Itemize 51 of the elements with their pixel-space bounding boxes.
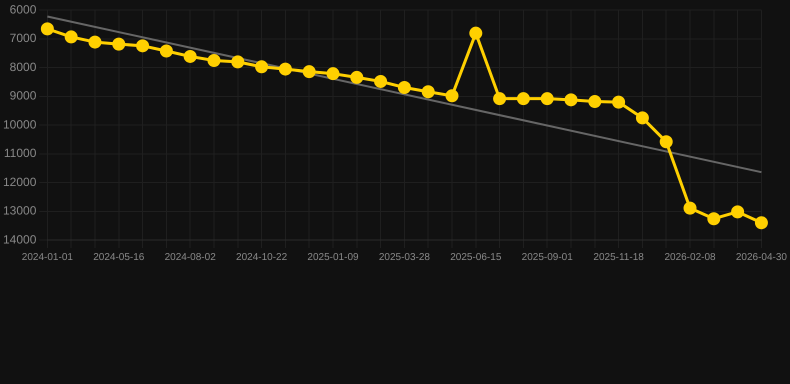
x-tick-label: 2025-01-09 [307,252,360,263]
point [326,67,340,80]
point [564,93,578,106]
point [754,216,768,230]
y-tick-label: 12000 [2,174,37,189]
y-tick-label: 10000 [2,117,37,132]
point [231,55,244,68]
point [184,50,197,63]
x-tick-label: 2024-05-16 [93,252,145,263]
point [136,39,150,52]
point [350,70,364,84]
x-tick-label: 2025-09-01 [522,252,574,263]
x-tick-label: 2026-02-08 [664,252,716,263]
point [612,96,626,109]
point [731,205,744,218]
point [255,60,268,74]
point [707,212,720,226]
point [636,111,649,124]
point [160,44,173,58]
point [88,36,102,49]
y-tick-label: 13000 [2,204,37,218]
x-tick-label: 2025-06-15 [450,252,502,263]
y-tick-label: 7000 [10,31,37,46]
x-tick-label: 2024-10-22 [236,252,288,263]
y-tick-label: 8000 [10,60,37,74]
point [660,135,673,148]
point [64,30,78,44]
point [422,85,435,98]
point [374,74,388,88]
y-tick-label: 6000 [10,2,37,17]
point [398,80,411,94]
point [684,202,697,215]
point [446,89,458,102]
x-tick-label: 2024-01-01 [22,252,74,263]
x-tick-label: 2025-03-28 [378,252,430,263]
point [207,54,220,67]
y-tick-label: 9000 [10,88,37,103]
point [516,92,530,106]
point [40,22,54,36]
point [112,38,126,51]
y-tick-label: 11000 [4,146,37,160]
x-tick-label: 2026-04-30 [736,252,788,263]
point [540,92,554,106]
point [469,26,482,40]
point [588,95,602,108]
point [493,92,506,106]
point [278,62,292,76]
point [302,65,316,78]
x-tick-label: 2024-08-02 [164,252,216,263]
x-tick-label: 2025-11-18 [593,252,644,263]
y-tick-label: 14000 [2,232,37,246]
